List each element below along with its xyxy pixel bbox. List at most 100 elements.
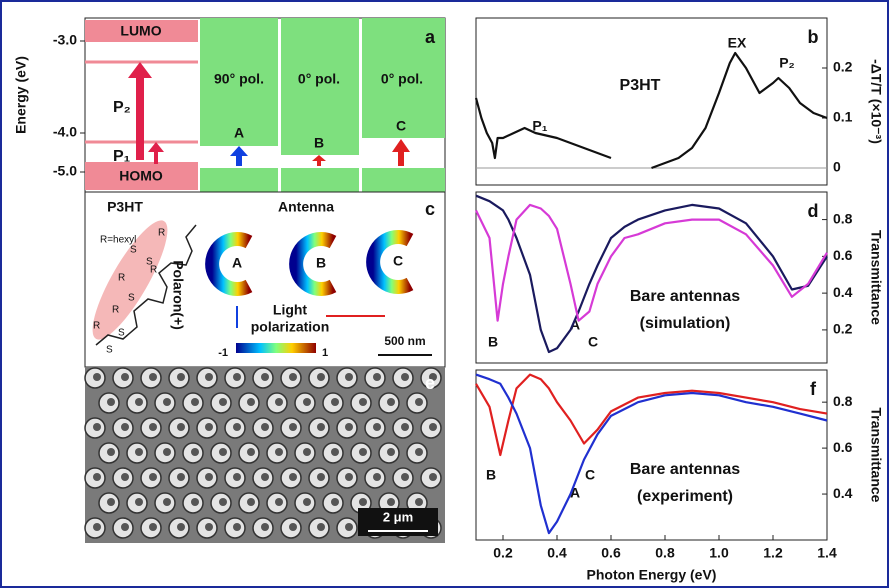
axis-label: Energy (eV): [13, 56, 29, 134]
sem-hole: [387, 498, 395, 506]
sem-hole: [415, 498, 423, 506]
y-axis-label: -ΔT/T (×10⁻³): [868, 59, 884, 144]
column: [362, 168, 445, 192]
annotation: B: [488, 334, 498, 350]
x-tick-label: 0.6: [601, 545, 621, 561]
chart-title: Bare antennas: [630, 288, 740, 305]
p2-label: P₂: [113, 99, 131, 116]
column-label: A: [234, 125, 244, 141]
y-tick-label: 0.8: [833, 393, 853, 409]
sem-hole: [429, 423, 437, 431]
scale-label: 500 nm: [384, 334, 425, 348]
sem-hole: [289, 373, 297, 381]
homo-label: HOMO: [119, 168, 163, 184]
annotation: B: [486, 467, 496, 483]
sem-hole: [359, 448, 367, 456]
atom-label: R: [118, 273, 125, 284]
sem-hole: [359, 398, 367, 406]
sem-hole: [275, 398, 283, 406]
x-tick-label: 0.2: [493, 545, 513, 561]
sem-hole: [415, 398, 423, 406]
sem-hole: [345, 473, 353, 481]
figure: -3.0 -4.0 -5.0 Energy (eV) LUMO HOMO P₂ …: [0, 0, 889, 588]
sem-hole: [303, 398, 311, 406]
annotation: C: [585, 467, 595, 483]
sem-hole: [247, 398, 255, 406]
chart-subtitle: (experiment): [637, 488, 733, 505]
sem-hole: [121, 523, 129, 531]
column-label: B: [314, 135, 324, 151]
antenna-label: Antenna: [278, 199, 334, 215]
annotation: P₂: [779, 55, 795, 71]
sem-hole: [149, 373, 157, 381]
sem-hole: [163, 498, 171, 506]
sem-hole: [149, 473, 157, 481]
annotation: EX: [728, 35, 747, 51]
sem-hole: [331, 398, 339, 406]
sem-hole: [93, 473, 101, 481]
sem-hole: [107, 498, 115, 506]
sem-hole: [373, 423, 381, 431]
sem-hole: [429, 473, 437, 481]
sem-hole: [149, 423, 157, 431]
sem-hole: [177, 523, 185, 531]
sem-hole: [261, 373, 269, 381]
y-tick-label: 0.1: [833, 109, 853, 125]
column: [200, 168, 278, 192]
atom-label: R: [158, 228, 165, 239]
sem-hole: [345, 523, 353, 531]
p1-label: P₁: [113, 148, 131, 165]
sem-hole: [163, 398, 171, 406]
panel-letter: b: [808, 27, 819, 47]
sem-hole: [205, 373, 213, 381]
y-tick-label: 0.2: [833, 321, 853, 337]
sem-hole: [401, 373, 409, 381]
antenna-label: B: [316, 255, 326, 271]
sem-hole: [387, 448, 395, 456]
sem-hole: [219, 448, 227, 456]
sem-hole: [205, 523, 213, 531]
sem-hole: [373, 373, 381, 381]
x-tick-label: 0.4: [547, 545, 567, 561]
panel-letter: a: [425, 27, 436, 47]
panel-c: P3HT Antenna c R=hexyl Polaron(+) RSRSRS…: [80, 192, 445, 367]
sem-hole: [135, 498, 143, 506]
sem-hole: [345, 373, 353, 381]
sem-hole: [107, 398, 115, 406]
light-label: Light: [273, 302, 308, 318]
sem-hole: [121, 373, 129, 381]
sem-hole: [233, 373, 241, 381]
polaron-label: Polaron(+): [170, 260, 186, 330]
sem-hole: [261, 473, 269, 481]
sem-hole: [261, 523, 269, 531]
y-tick-label: 0.4: [833, 284, 853, 300]
antenna-label: A: [232, 255, 242, 271]
lumo-label: LUMO: [120, 23, 161, 39]
sem-hole: [247, 448, 255, 456]
panel-e: e 2 μm: [85, 367, 445, 543]
sem-hole: [275, 498, 283, 506]
sem-hole: [121, 423, 129, 431]
sem-hole: [163, 448, 171, 456]
chart-subtitle: (simulation): [640, 315, 731, 332]
annotation: C: [588, 334, 598, 350]
sem-hole: [135, 448, 143, 456]
y-tick-label: 0.4: [833, 485, 853, 501]
sem-hole: [415, 448, 423, 456]
atom-label: R: [93, 321, 100, 332]
sem-hole: [205, 473, 213, 481]
column-label: C: [396, 118, 406, 134]
x-tick-label: 0.8: [655, 545, 675, 561]
panel-letter: f: [810, 379, 817, 399]
atom-label: S: [106, 345, 113, 356]
atom-label: S: [118, 328, 125, 339]
panel-letter: c: [425, 199, 435, 219]
sem-hole: [177, 373, 185, 381]
sem-hole: [359, 498, 367, 506]
atom-label: R: [112, 305, 119, 316]
colorbar: [236, 343, 316, 353]
y-tick-label: 0.6: [833, 439, 853, 455]
sem-hole: [233, 523, 241, 531]
panel-letter: d: [808, 201, 819, 221]
pol-label: 0° pol.: [381, 71, 423, 87]
